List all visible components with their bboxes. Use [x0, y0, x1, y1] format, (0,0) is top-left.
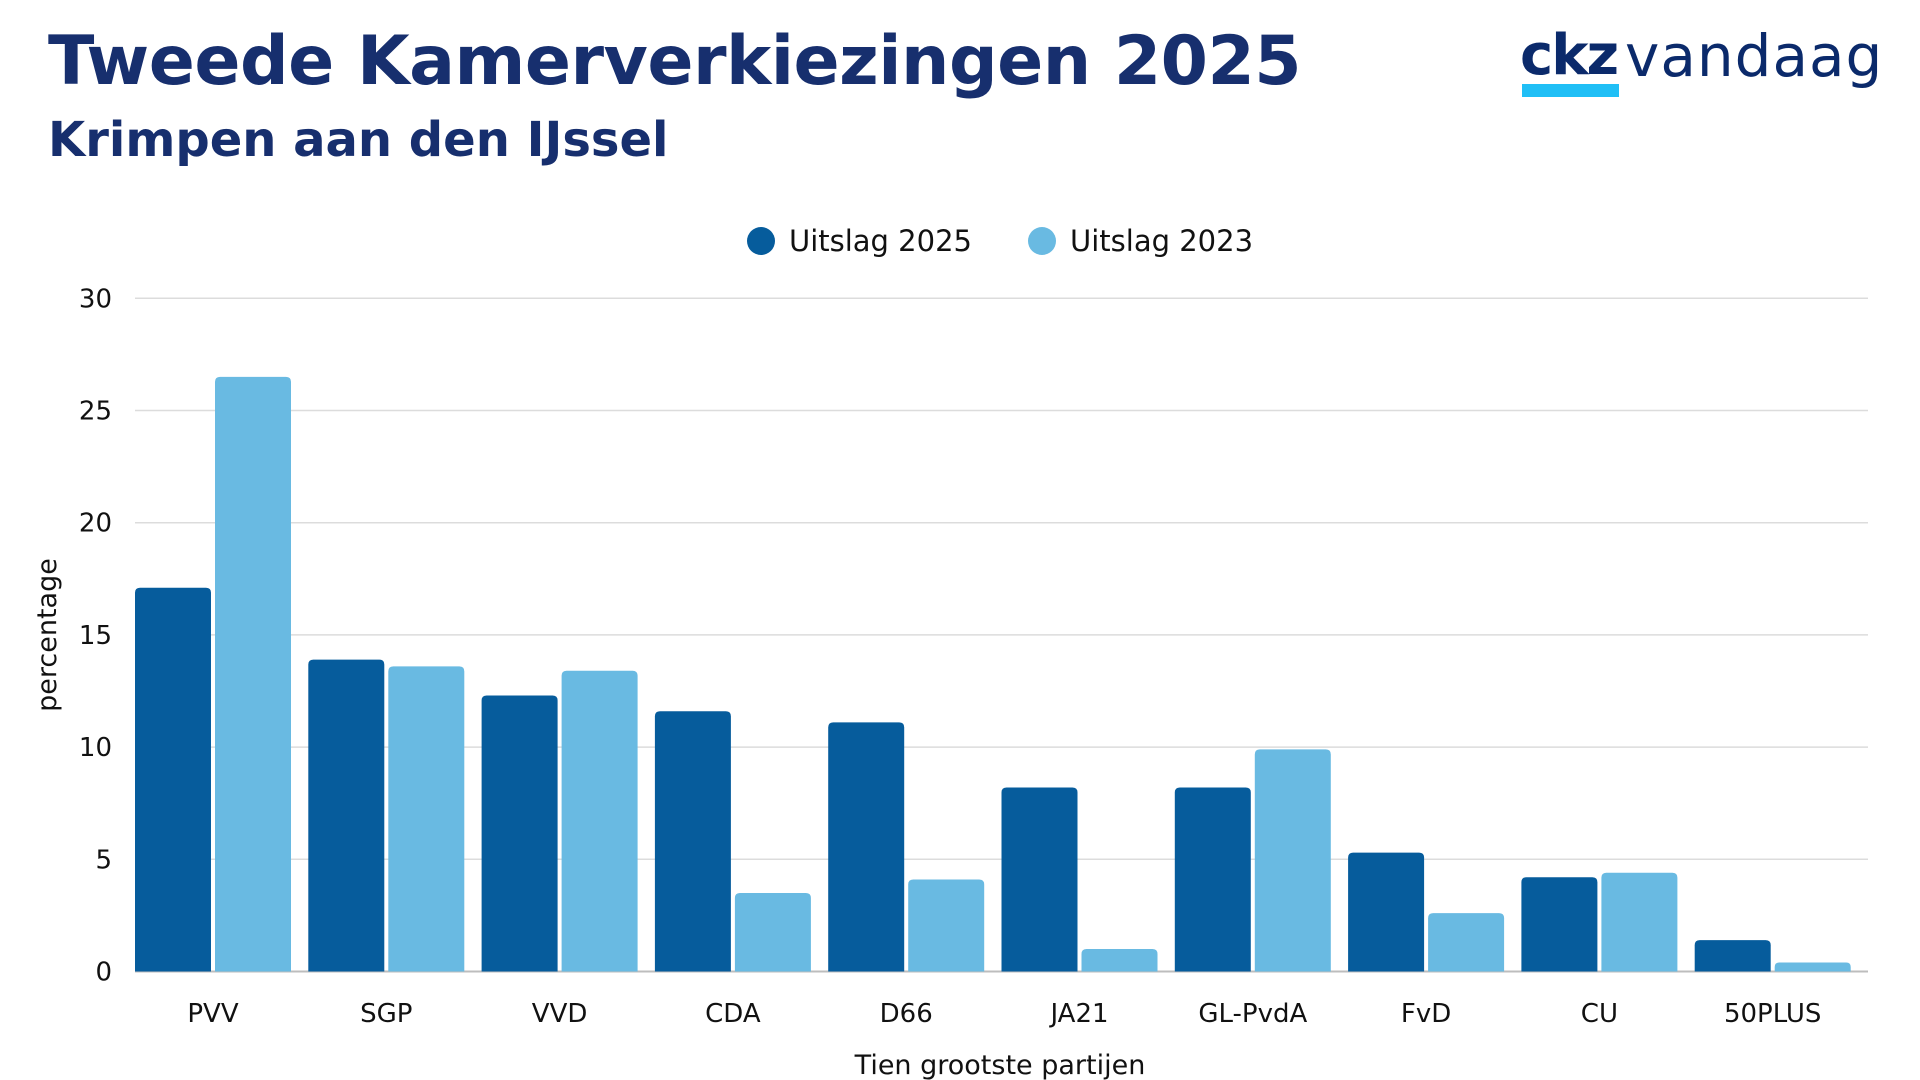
- bar-50plus-uitslag-2023[interactable]: [1774, 962, 1851, 972]
- x-tick-label: CDA: [705, 999, 761, 1029]
- logo-underline: [1522, 84, 1619, 97]
- bars: [135, 376, 1851, 972]
- chart-subtitle: Krimpen aan den IJssel: [48, 112, 669, 168]
- x-tick-label: VVD: [532, 999, 588, 1029]
- y-tick-label: 20: [79, 509, 112, 539]
- bar-gl-pvda-uitslag-2023[interactable]: [1254, 749, 1331, 972]
- bar-vvd-uitslag-2025[interactable]: [481, 695, 558, 972]
- legend-item-2025[interactable]: Uitslag 2025: [746, 224, 972, 258]
- x-axis-title: Tien grootste partijen: [854, 1050, 1146, 1080]
- y-tick-label: 15: [79, 621, 112, 651]
- bar-pvv-uitslag-2023[interactable]: [215, 376, 291, 972]
- bar-d66-uitslag-2025[interactable]: [828, 722, 905, 972]
- x-axis-ticks: PVV SGP VVD CDA D66 JA21 GL-PvdA FvD CU 50PLUS: [187, 999, 1821, 1029]
- bar-fvd-uitslag-2023[interactable]: [1428, 913, 1505, 972]
- x-tick-label: SGP: [360, 999, 412, 1029]
- chart-title: Tweede Kamerverkiezingen 2025: [48, 22, 1302, 101]
- x-tick-label: CU: [1581, 999, 1618, 1029]
- y-tick-label: 10: [79, 733, 112, 763]
- logo-vandaag-text: vandaag: [1625, 22, 1884, 90]
- bar-ja21-uitslag-2023[interactable]: [1081, 949, 1158, 972]
- ckz-vandaag-logo: ckz vandaag: [1520, 24, 1883, 104]
- bar-cu-uitslag-2023[interactable]: [1601, 872, 1678, 972]
- legend-label-2025: Uitslag 2025: [788, 224, 972, 258]
- y-axis-title: percentage: [32, 558, 63, 712]
- bar-fvd-uitslag-2025[interactable]: [1348, 852, 1425, 972]
- bar-cda-uitslag-2025[interactable]: [654, 711, 731, 972]
- y-axis-ticks: 0 5 10 15 20 25 30: [79, 284, 112, 987]
- y-tick-label: 5: [95, 845, 112, 875]
- bar-pvv-uitslag-2025[interactable]: [135, 587, 211, 972]
- legend-item-2023[interactable]: Uitslag 2023: [1028, 224, 1253, 258]
- bar-gl-pvda-uitslag-2025[interactable]: [1174, 787, 1251, 972]
- bar-50plus-uitslag-2025[interactable]: [1694, 940, 1771, 972]
- bar-sgp-uitslag-2023[interactable]: [388, 666, 465, 972]
- bar-cu-uitslag-2025[interactable]: [1521, 877, 1598, 972]
- x-tick-label: FvD: [1401, 999, 1451, 1029]
- x-tick-label: JA21: [1048, 999, 1108, 1029]
- bar-vvd-uitslag-2023[interactable]: [561, 670, 638, 972]
- y-tick-label: 0: [95, 958, 112, 988]
- legend-marker-2023: [1028, 227, 1056, 255]
- bar-ja21-uitslag-2025[interactable]: [1001, 787, 1078, 972]
- y-tick-label: 25: [79, 397, 112, 427]
- x-tick-label: D66: [880, 999, 933, 1029]
- bar-d66-uitslag-2023[interactable]: [908, 879, 985, 972]
- chart-legend: Uitslag 2025 Uitslag 2023: [0, 224, 1920, 258]
- x-tick-label: GL-PvdA: [1198, 999, 1307, 1029]
- x-tick-label: 50PLUS: [1724, 999, 1822, 1029]
- bar-cda-uitslag-2023[interactable]: [734, 892, 811, 972]
- bar-sgp-uitslag-2025[interactable]: [308, 659, 385, 972]
- y-tick-label: 30: [79, 284, 112, 314]
- legend-label-2023: Uitslag 2023: [1070, 224, 1254, 258]
- legend-marker-2025: [746, 227, 775, 255]
- x-tick-label: PVV: [187, 999, 238, 1029]
- logo-bold-label: ckz: [1520, 23, 1619, 88]
- logo-ckz-text: ckz: [1520, 23, 1619, 97]
